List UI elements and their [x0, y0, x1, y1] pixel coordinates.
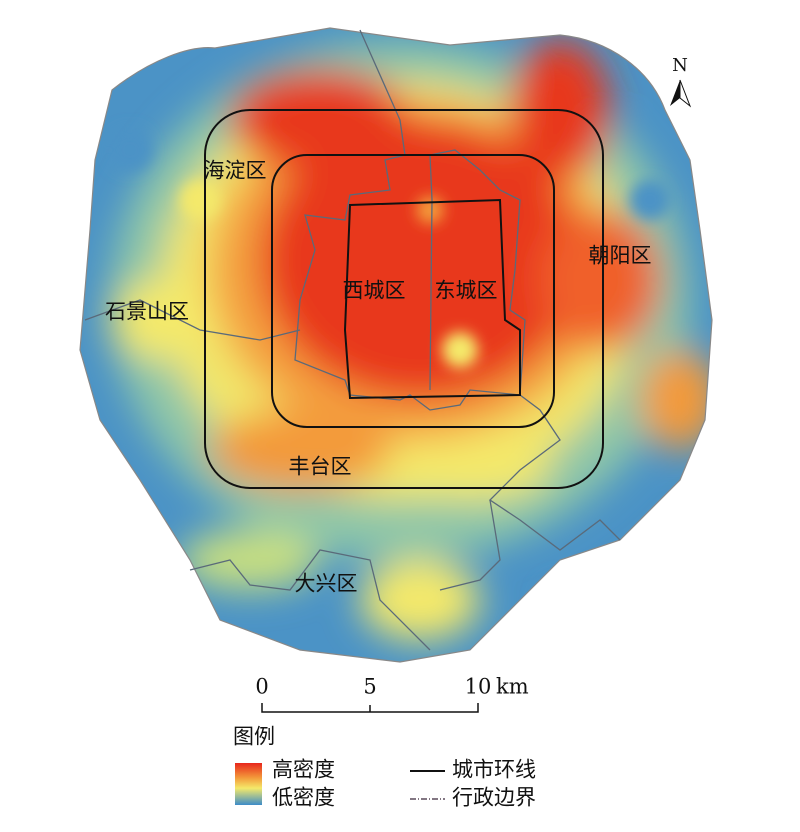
density-surface [80, 28, 712, 662]
legend-label: 行政边界 [452, 786, 536, 810]
district-label: 东城区 [435, 279, 498, 303]
district-label: 朝阳区 [589, 244, 652, 268]
district-label: 丰台区 [289, 455, 352, 479]
legend-label: 高密度 [272, 758, 335, 782]
district-label: 海淀区 [204, 159, 267, 183]
district-label: 西城区 [343, 279, 406, 303]
legend: 图例 高密度 低密度 城市环线 行政边界 [233, 725, 536, 810]
scale-tick: 0 [255, 675, 268, 699]
scale-tick: 5 [363, 675, 376, 699]
density-swatch [235, 763, 262, 805]
district-label: 大兴区 [295, 572, 358, 596]
legend-label: 低密度 [272, 786, 335, 810]
scale-tick: 10 [465, 675, 492, 699]
legend-title: 图例 [233, 725, 275, 749]
district-label: 石景山区 [105, 300, 189, 324]
north-arrow: N [670, 55, 692, 108]
scale-unit: km [496, 675, 529, 699]
north-label: N [672, 55, 688, 76]
scale-bar: 0 5 10 km [255, 675, 529, 713]
outer-boundary [79, 27, 713, 663]
legend-label: 城市环线 [452, 758, 536, 782]
ring-roads [204, 109, 604, 489]
